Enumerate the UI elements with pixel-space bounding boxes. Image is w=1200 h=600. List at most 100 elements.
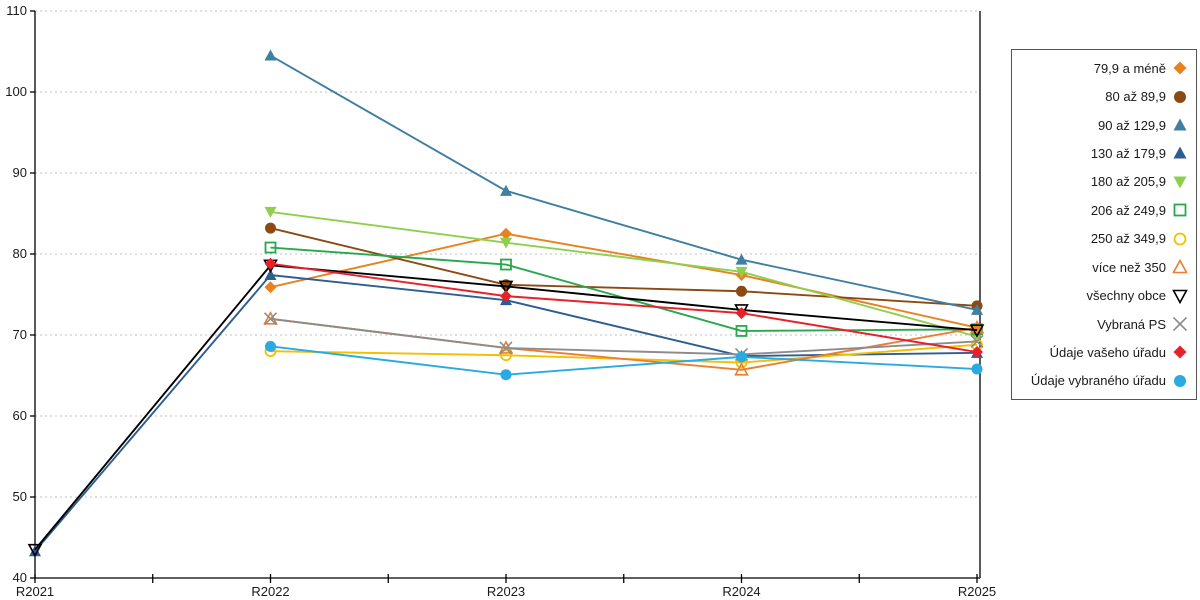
marker-square-open (735, 325, 748, 337)
marker-circle (500, 369, 512, 381)
marker-triangle-down-open (1172, 289, 1188, 304)
y-tick-label: 100 (5, 84, 27, 99)
legend-item: 206 až 249,9 (1016, 196, 1188, 224)
legend-marker-triangle-down (1173, 176, 1187, 189)
marker-triangle-up (264, 49, 277, 61)
marker-circle-open (500, 349, 512, 362)
legend-item-label: 90 až 129,9 (1098, 117, 1166, 133)
legend-item-label: Vybraná PS (1097, 316, 1166, 332)
y-tick-label: 70 (13, 327, 27, 342)
marker-triangle-up (29, 545, 41, 557)
legend-marker-triangle-up (1173, 118, 1187, 131)
series-markers-3 (264, 49, 983, 315)
x-tick-label: R2025 (958, 584, 996, 599)
y-tick-label: 60 (13, 408, 27, 423)
legend-marker-diamond (1173, 345, 1187, 359)
marker-diamond (500, 290, 512, 303)
legend-item: 79,9 a méně (1016, 54, 1188, 82)
marker-circle-open (1173, 232, 1187, 246)
marker-diamond (264, 281, 277, 294)
marker-triangle-down-open (969, 324, 985, 338)
marker-x-cross (970, 334, 984, 349)
chart-legend: 79,9 a méně 80 až 89,9 90 až 129,9 130 až 1… (1011, 49, 1197, 400)
series-line-1 (270, 232, 978, 329)
marker-circle (736, 351, 747, 363)
marker-square-open (264, 241, 277, 254)
y-tick-label: 90 (13, 165, 27, 180)
legend-item-label: 206 až 249,9 (1090, 202, 1166, 218)
series-line-3 (270, 54, 978, 311)
legend-item: 250 až 349,9 (1016, 225, 1188, 253)
series-line-4 (34, 274, 978, 552)
legend-marker-circle (1174, 90, 1186, 103)
marker-triangle-down (264, 206, 277, 218)
y-tick-label: 40 (13, 570, 27, 585)
series-markers-4 (29, 269, 983, 557)
legend-marker-triangle-up-open (1172, 259, 1188, 274)
legend-item-label: 79,9 a méně (1093, 60, 1166, 76)
legend-item: všechny obce (1016, 281, 1188, 309)
legend-item-label: více než 350 (1092, 259, 1166, 275)
legend-item: 80 až 89,9 (1016, 82, 1188, 110)
legend-item-label: 130 až 179,9 (1090, 145, 1166, 161)
legend-marker-x-cross (1172, 316, 1188, 332)
y-tick-label: 80 (13, 246, 27, 261)
legend-item: 130 až 179,9 (1016, 139, 1188, 167)
marker-triangle-up (735, 253, 748, 265)
legend-item: Údaje vašeho úřadu (1016, 338, 1188, 366)
marker-diamond (500, 227, 512, 240)
legend-marker-triangle-up (1173, 146, 1187, 159)
y-tick-label: 50 (13, 489, 27, 504)
x-tick-label: R2024 (722, 584, 760, 599)
legend-item: Údaje vybraného úřadu (1016, 367, 1188, 395)
marker-triangle-up (1173, 146, 1187, 159)
legend-item-label: 250 až 349,9 (1090, 231, 1166, 247)
series-markers-12 (265, 340, 983, 381)
marker-triangle-down (1173, 176, 1187, 189)
series-markers-11 (264, 257, 983, 359)
x-tick-label: R2022 (251, 584, 289, 599)
marker-triangle-up-open (969, 320, 985, 334)
marker-x-cross (499, 341, 513, 355)
legend-marker-circle-open (1173, 232, 1187, 246)
series-line-5 (270, 210, 978, 338)
legend-item: Vybraná PS (1016, 310, 1188, 338)
legend-marker-circle (1174, 374, 1186, 387)
legend-item-label: všechny obce (1086, 288, 1167, 304)
marker-triangle-up (971, 303, 983, 315)
marker-diamond (971, 346, 983, 359)
marker-triangle-up (264, 269, 277, 281)
legend-item-label: 180 až 205,9 (1090, 174, 1166, 190)
legend-item-label: Údaje vybraného úřadu (1030, 373, 1166, 389)
series-line-12 (270, 345, 978, 376)
series-line-8 (270, 317, 978, 371)
x-tick-label: R2023 (487, 584, 525, 599)
y-tick-label: 110 (6, 3, 27, 18)
marker-circle (265, 340, 276, 352)
legend-marker-triangle-down-open (1172, 289, 1188, 304)
series-line-10 (270, 317, 978, 356)
marker-triangle-up (1173, 118, 1187, 131)
marker-triangle-down-open (498, 280, 514, 295)
legend-marker-square-open (1173, 203, 1187, 217)
legend-item-label: Údaje vašeho úřadu (1049, 344, 1166, 360)
marker-square-open (1173, 203, 1187, 217)
marker-triangle-down-open (27, 543, 43, 558)
marker-square-open (500, 258, 512, 271)
marker-triangle-up (500, 184, 512, 196)
marker-diamond (1173, 61, 1187, 75)
marker-triangle-down (735, 266, 748, 278)
marker-circle (971, 363, 983, 375)
marker-diamond (1173, 345, 1187, 359)
legend-item-label: 80 až 89,9 (1105, 89, 1166, 105)
marker-triangle-down (500, 237, 512, 249)
marker-diamond (735, 307, 748, 320)
marker-triangle-up-open (734, 362, 749, 376)
legend-item: více než 350 (1016, 253, 1188, 281)
legend-item: 90 až 129,9 (1016, 111, 1188, 139)
series-line-6 (270, 246, 978, 332)
marker-x-cross (1172, 316, 1188, 332)
marker-circle (1174, 90, 1186, 103)
